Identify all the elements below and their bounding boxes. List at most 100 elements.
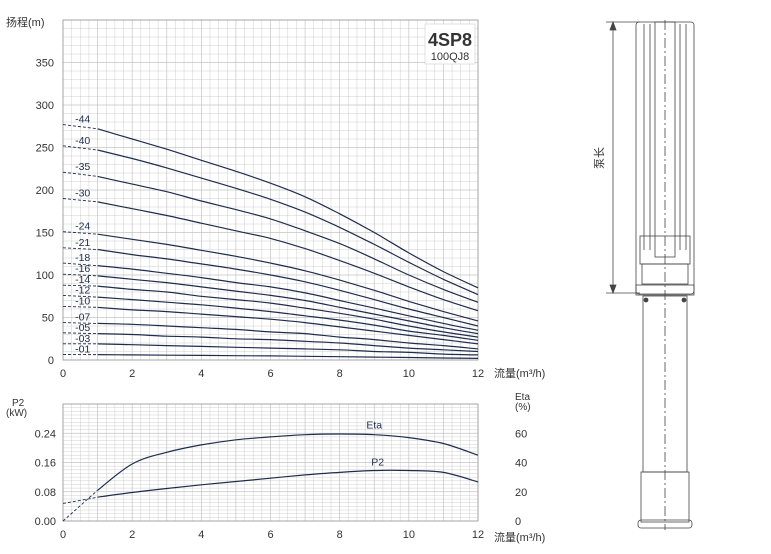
bolt xyxy=(681,297,687,303)
head-curve xyxy=(97,149,479,296)
p2-label: P2 xyxy=(12,398,25,409)
y-tick-label: 0 xyxy=(48,355,54,367)
x-tick-label: 4 xyxy=(198,529,204,541)
y-tick-label: 150 xyxy=(36,228,54,240)
chart-subtitle: 100QJ8 xyxy=(431,51,470,63)
curve-label: P2 xyxy=(371,457,384,469)
power-x-axis-label: 流量(m³/h) xyxy=(494,530,545,544)
curve-label: -30 xyxy=(75,188,90,200)
y-tick-label: 300 xyxy=(36,100,54,112)
y2-tick-label: 60 xyxy=(515,428,527,440)
x-tick-label: 4 xyxy=(198,368,204,380)
curve-label: -35 xyxy=(75,161,90,173)
curve-label: -40 xyxy=(75,135,90,147)
curve-label: -21 xyxy=(75,237,90,249)
pump-drawing: 泵长 xyxy=(593,20,695,530)
head-curve-dashed xyxy=(62,294,98,298)
head-curve xyxy=(97,265,479,331)
head-curve xyxy=(97,233,479,322)
chart-title: 4SP8 xyxy=(428,30,472,50)
head-curve-dashed xyxy=(62,322,98,324)
head-curve xyxy=(97,333,479,353)
y2-tick-label: 40 xyxy=(515,458,527,470)
y-tick-label: 50 xyxy=(42,313,54,325)
head-curve-chart: 4SP8 100QJ8 扬程(m) 流量(m³/h) 0 2 4 6 8 10 12 0 50 1… xyxy=(6,15,545,380)
curve-label: -10 xyxy=(75,295,90,307)
x-tick-label: 2 xyxy=(129,368,135,380)
y-tick-label: 100 xyxy=(36,270,54,282)
y-tick-label: 0.16 xyxy=(35,458,56,470)
pump-length-label: 泵长 xyxy=(593,147,606,169)
y-tick-label: 0.08 xyxy=(35,487,56,499)
curve-label: -07 xyxy=(75,312,90,324)
p2-curve xyxy=(97,469,479,498)
curve-label: -24 xyxy=(75,221,90,233)
head-curve xyxy=(97,128,479,289)
curve-label: -16 xyxy=(75,263,90,275)
bolt xyxy=(643,297,649,303)
head-curve-dashed xyxy=(62,171,98,177)
x-tick-label: 8 xyxy=(337,368,343,380)
kw-label: (kW) xyxy=(6,408,27,419)
power-tick-labels: 0 2 4 6 8 10 12 0.00 0.08 0.16 0.24 0 20 40 60 xyxy=(35,428,528,541)
head-curves xyxy=(62,124,479,359)
y2-tick-label: 0 xyxy=(515,516,521,528)
head-curve xyxy=(97,201,479,312)
head-curve-dashed xyxy=(62,273,98,277)
power-grid xyxy=(62,403,479,522)
curve-label: -01 xyxy=(75,343,90,355)
head-grid xyxy=(62,19,479,361)
x-tick-label: 10 xyxy=(403,529,415,541)
dimension-arrow-bottom xyxy=(609,284,617,295)
head-x-axis-label: 流量(m³/h) xyxy=(494,366,545,380)
head-y-axis-label: 扬程(m) xyxy=(6,15,45,29)
x-tick-label: 2 xyxy=(129,529,135,541)
x-tick-label: 0 xyxy=(60,529,66,541)
x-tick-label: 12 xyxy=(472,529,484,541)
head-tick-labels: 0 2 4 6 8 10 12 0 50 100 150 200 250 300 350 xyxy=(36,58,484,381)
curve-label: -03 xyxy=(75,333,90,345)
power-y-axis-label: P2 (kW) xyxy=(6,398,27,419)
curve-label: -05 xyxy=(75,322,90,334)
title-box xyxy=(424,23,476,65)
y-tick-label: 0.00 xyxy=(35,516,56,528)
power-plot-frame xyxy=(62,403,479,522)
head-curve-dashed xyxy=(62,247,98,250)
x-tick-label: 10 xyxy=(403,368,415,380)
curve-label: -18 xyxy=(75,252,90,264)
head-curve xyxy=(97,275,479,335)
head-curve xyxy=(97,175,479,303)
dimension-arrow-top xyxy=(609,20,617,31)
head-curve-labels: -44-40-35-30-24-21-18-16-14-12-10-07-05-… xyxy=(75,114,90,356)
head-curve xyxy=(97,306,479,345)
eta-curve-dashed xyxy=(62,489,98,522)
eta-curve xyxy=(97,433,479,491)
head-curve-dashed xyxy=(62,332,98,335)
head-curve-dashed xyxy=(62,284,98,287)
head-curve-dashed xyxy=(62,306,98,308)
y-tick-label: 350 xyxy=(36,58,54,70)
p2-curve-dashed xyxy=(62,496,98,504)
curve-label: Eta xyxy=(366,420,382,432)
head-curve-dashed xyxy=(62,124,98,130)
eta-axis-name: Eta xyxy=(515,392,530,403)
head-curve-dashed xyxy=(62,231,98,235)
x-tick-label: 6 xyxy=(267,368,273,380)
power-curves: Eta P2 xyxy=(62,420,479,522)
head-plot-frame xyxy=(62,19,479,361)
head-curve xyxy=(97,285,479,338)
x-tick-label: 6 xyxy=(267,529,273,541)
head-curve-dashed xyxy=(62,198,98,203)
x-tick-label: 12 xyxy=(472,368,484,380)
percent-label: (%) xyxy=(515,402,531,413)
x-tick-label: 0 xyxy=(60,368,66,380)
curve-label: -14 xyxy=(75,274,90,286)
y-tick-label: 0.24 xyxy=(35,428,56,440)
curve-label: -44 xyxy=(75,114,90,126)
curve-label: -12 xyxy=(75,284,90,296)
head-curve xyxy=(97,354,479,359)
head-curve xyxy=(97,322,479,350)
y-tick-label: 200 xyxy=(36,185,54,197)
head-curve-dashed xyxy=(62,262,98,267)
